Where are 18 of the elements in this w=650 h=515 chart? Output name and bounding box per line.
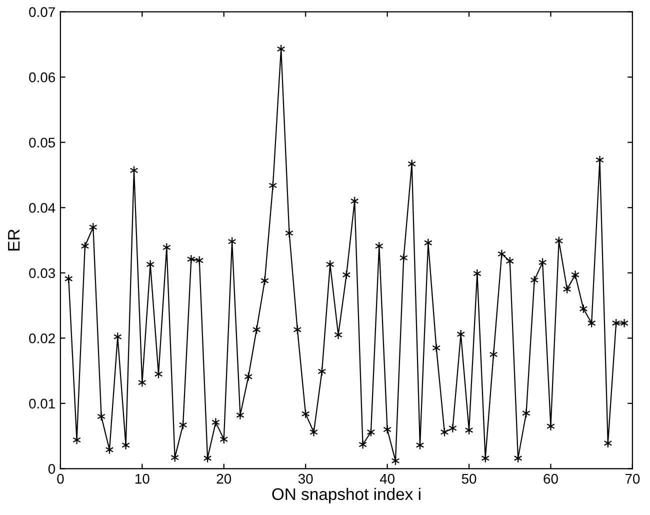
y-tick-label: 0.04	[29, 202, 56, 213]
y-axis-title: ER	[8, 229, 20, 250]
x-tick-label: 40	[380, 474, 394, 484]
x-axis-title: ON snapshot index i	[272, 488, 420, 504]
y-tick-label: 0.07	[29, 7, 55, 18]
y-tick-label: 0.02	[29, 333, 55, 344]
y-tick-label: 0	[48, 464, 56, 474]
x-tick-label: 0	[57, 474, 64, 484]
y-tick-label: 0.06	[29, 72, 55, 82]
x-tick-label: 70	[625, 474, 640, 484]
x-tick-label: 20	[216, 474, 232, 484]
x-tick-label: 30	[298, 474, 313, 484]
x-tick-label: 10	[136, 474, 150, 484]
y-tick-label: 0.01	[29, 398, 55, 409]
x-tick-label: 60	[544, 474, 558, 484]
y-tick-label: 0.05	[29, 138, 56, 148]
y-tick-label: 0.03	[29, 268, 55, 278]
x-tick-label: 50	[462, 474, 476, 484]
